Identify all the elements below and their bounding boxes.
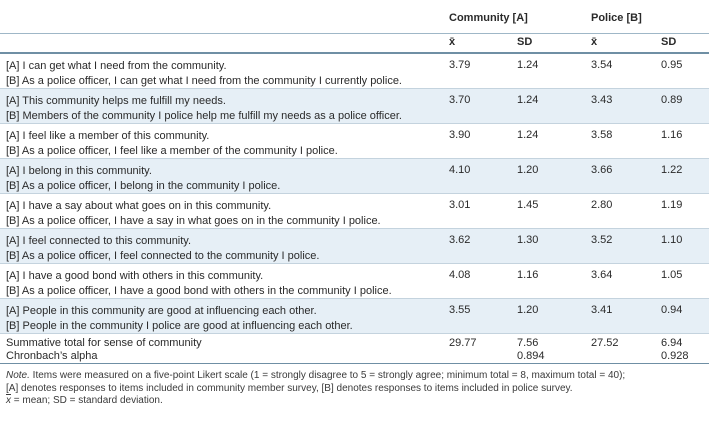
police-sd: 1.05 [661, 269, 683, 281]
item-text: [A] I have a say about what goes on in t… [0, 194, 443, 228]
item-text: [A] People in this community are good at… [0, 299, 443, 333]
table-row: [A] I belong in this community. [B] As a … [0, 159, 709, 194]
summary-community-sd: 7.56 [517, 337, 539, 349]
community-sd-header: SD [517, 36, 533, 48]
police-mean: 3.41 [591, 304, 613, 316]
alpha-label: Chronbach’s alpha [6, 350, 98, 362]
item-text: [A] I feel connected to this community. [… [0, 229, 443, 263]
police-sd: 0.89 [661, 94, 683, 106]
police-sd-header: SD [661, 36, 677, 48]
item-community-text: [A] I belong in this community. [6, 165, 152, 177]
item-column-header [0, 0, 443, 33]
results-table: Community [A] Police [B] x̄ SD x̄ SD [A]… [0, 0, 709, 408]
item-community-text: [A] I have a good bond with others in th… [6, 270, 264, 282]
community-sd: 1.20 [517, 304, 539, 316]
police-sd: 0.95 [661, 59, 683, 71]
community-mean: 4.10 [449, 164, 471, 176]
police-mean: 2.80 [591, 199, 613, 211]
table-row: [A] I can get what I need from the commu… [0, 54, 709, 89]
summary-community-mean: 29.77 [449, 337, 477, 349]
summary-police-mean: 27.52 [591, 337, 619, 349]
item-community-text: [A] People in this community are good at… [6, 305, 317, 317]
police-sd: 1.10 [661, 234, 683, 246]
item-police-text: [B] As a police officer, I feel connecte… [6, 249, 320, 262]
item-community-text: [A] I can get what I need from the commu… [6, 60, 227, 72]
note-line-1: Items were measured on a five-point Like… [29, 370, 626, 381]
police-mean: 3.58 [591, 129, 613, 141]
item-community-text: [A] I feel connected to this community. [6, 235, 192, 247]
item-text: [A] This community helps me fulfill my n… [0, 89, 443, 123]
table-body: [A] I can get what I need from the commu… [0, 54, 709, 334]
item-community-text: [A] I feel like a member of this communi… [6, 130, 210, 142]
community-mean: 4.08 [449, 269, 471, 281]
table-row: [A] I feel like a member of this communi… [0, 124, 709, 159]
police-sd: 1.19 [661, 199, 683, 211]
table-row: [A] I have a good bond with others in th… [0, 264, 709, 299]
table-note: Note. Items were measured on a five-poin… [0, 364, 709, 408]
item-police-text: [B] As a police officer, I feel like a m… [6, 144, 338, 157]
table-row: [A] I feel connected to this community. [… [0, 229, 709, 264]
note-line-3: = mean; SD = standard deviation. [11, 395, 163, 406]
table-row: [A] This community helps me fulfill my n… [0, 89, 709, 124]
police-sd: 0.94 [661, 304, 683, 316]
community-mean: 3.01 [449, 199, 471, 211]
community-mean: 3.55 [449, 304, 471, 316]
mean-symbol: x [6, 395, 11, 406]
item-police-text: [B] People in the community I police are… [6, 319, 353, 332]
community-sd: 1.24 [517, 129, 539, 141]
item-police-text: [B] Members of the community I police he… [6, 109, 402, 122]
police-sd: 1.22 [661, 164, 683, 176]
police-mean: 3.52 [591, 234, 613, 246]
community-sd: 1.30 [517, 234, 539, 246]
community-sd: 1.20 [517, 164, 539, 176]
table-row: [A] I have a say about what goes on in t… [0, 194, 709, 229]
community-mean: 3.62 [449, 234, 471, 246]
police-mean: 3.64 [591, 269, 613, 281]
police-mean-header: x̄ [591, 36, 598, 48]
item-community-text: [A] This community helps me fulfill my n… [6, 95, 226, 107]
community-mean: 3.79 [449, 59, 471, 71]
item-police-text: [B] As a police officer, I belong in the… [6, 179, 281, 192]
community-mean: 3.70 [449, 94, 471, 106]
item-text: [A] I have a good bond with others in th… [0, 264, 443, 298]
item-police-text: [B] As a police officer, I have a say in… [6, 214, 381, 227]
police-mean: 3.66 [591, 164, 613, 176]
note-prefix: Note. [6, 370, 30, 381]
police-mean: 3.54 [591, 59, 613, 71]
table-row: [A] People in this community are good at… [0, 299, 709, 334]
item-community-text: [A] I have a say about what goes on in t… [6, 200, 272, 212]
item-text: [A] I belong in this community. [B] As a … [0, 159, 443, 193]
community-sd: 1.16 [517, 269, 539, 281]
community-sd: 1.24 [517, 94, 539, 106]
community-alpha: 0.894 [517, 350, 545, 362]
summary-label: Summative total for sense of community [6, 337, 202, 349]
police-mean: 3.43 [591, 94, 613, 106]
item-police-text: [B] As a police officer, I have a good b… [6, 284, 392, 297]
summary-row: Summative total for sense of community C… [0, 334, 709, 364]
police-alpha: 0.928 [661, 350, 689, 362]
community-sd: 1.45 [517, 199, 539, 211]
item-police-text: [B] As a police officer, I can get what … [6, 74, 402, 87]
item-text: [A] I can get what I need from the commu… [0, 54, 443, 88]
community-mean: 3.90 [449, 129, 471, 141]
summary-police-sd: 6.94 [661, 337, 683, 349]
police-group-header: Police [B] [591, 12, 642, 24]
group-header-row: Community [A] Police [B] [0, 0, 709, 34]
stat-header-row: x̄ SD x̄ SD [0, 34, 709, 54]
note-line-2: [A] denotes responses to items included … [6, 382, 573, 394]
police-sd: 1.16 [661, 129, 683, 141]
item-text: [A] I feel like a member of this communi… [0, 124, 443, 158]
community-group-header: Community [A] [449, 12, 528, 24]
community-sd: 1.24 [517, 59, 539, 71]
community-mean-header: x̄ [449, 36, 456, 48]
